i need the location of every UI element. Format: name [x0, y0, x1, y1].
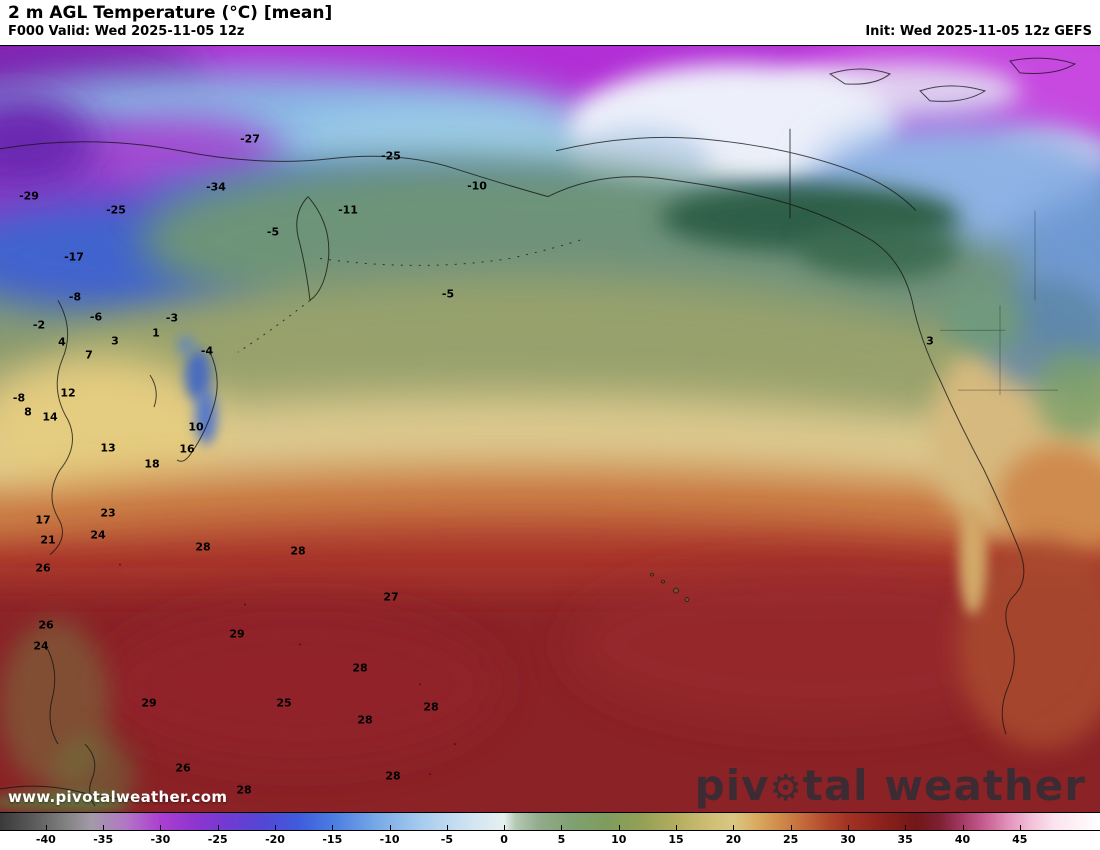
colorbar-gradient	[0, 813, 1100, 831]
coastlines	[0, 57, 1077, 807]
colorbar-tickmark	[103, 825, 105, 830]
colorbar-tick-label: -40	[35, 833, 56, 846]
colorbar-tickmark	[561, 825, 563, 830]
colorbar-tickmark	[332, 825, 334, 830]
colorbar-tick-label: -30	[150, 833, 171, 846]
colorbar: -40 -35 -30 -25 -20 -15 -10 -5 0 5 10 15 20 25 30 35 40 4…	[0, 813, 1100, 850]
colorbar-ticks: -40 -35 -30 -25 -20 -15 -10 -5 0 5 10 15 20 25 30 35 40 4…	[0, 831, 1100, 850]
colorbar-tick-label: 35	[897, 833, 913, 846]
colorbar-tickmark	[160, 825, 162, 830]
colorbar-tick-label: 10	[611, 833, 627, 846]
colorbar-tickmark	[446, 825, 448, 830]
brand-text-left: piv	[694, 761, 770, 810]
colorbar-tick-label: 40	[954, 833, 971, 846]
temperature-field	[0, 46, 1100, 812]
colorbar-tick-label: 5	[557, 833, 566, 846]
small-islands	[44, 563, 456, 776]
colorbar-tickmark	[217, 825, 219, 830]
colorbar-tickmark	[275, 825, 276, 830]
colorbar-tick-label: 0	[500, 833, 508, 846]
map-header: 2 m AGL Temperature (°C) [mean] F000 Val…	[0, 0, 1100, 45]
colorbar-tick-label: 15	[668, 833, 684, 846]
colorbar-tick-label: -25	[207, 833, 228, 846]
map-graphic	[0, 46, 1100, 812]
temperature-map[interactable]: www.pivotalweather.com piv⚙tal weather	[0, 45, 1100, 813]
colorbar-tickmark	[45, 825, 47, 830]
colorbar-tickmark	[905, 825, 907, 830]
colorbar-tickmark	[618, 825, 620, 830]
colorbar-tickmark	[733, 825, 735, 830]
colorbar-tick-label: -5	[440, 833, 454, 846]
valid-time-label: F000 Valid: Wed 2025-11-05 12z	[8, 24, 245, 39]
init-time-label: Init: Wed 2025-11-05 12z GEFS	[865, 24, 1092, 39]
colorbar-tick-label: 30	[840, 833, 856, 846]
colorbar-tick-label: 20	[725, 833, 742, 846]
colorbar-tick-label: -15	[322, 833, 343, 846]
colorbar-tick-label: -20	[265, 833, 285, 846]
colorbar-tickmark	[790, 825, 792, 830]
gear-icon: ⚙	[769, 768, 803, 809]
colorbar-tickmark	[676, 825, 678, 830]
hawaii-islands	[650, 572, 690, 602]
site-url-watermark: www.pivotalweather.com	[8, 788, 228, 806]
brand-text-right: tal weather	[802, 761, 1086, 810]
colorbar-tick-label: 25	[783, 833, 799, 846]
state-borders	[940, 210, 1058, 396]
colorbar-tickmark	[389, 825, 391, 830]
colorbar-tick-label: -10	[379, 833, 400, 846]
colorbar-tickmark	[504, 825, 506, 830]
page-title: 2 m AGL Temperature (°C) [mean]	[8, 3, 333, 23]
colorbar-tick-label: 45	[1012, 833, 1028, 846]
colorbar-tickmark	[847, 825, 849, 830]
colorbar-tickmark	[1019, 825, 1021, 830]
brand-watermark: piv⚙tal weather	[695, 763, 1086, 812]
colorbar-tick-label: -35	[93, 833, 114, 846]
colorbar-tickmark	[962, 825, 964, 830]
